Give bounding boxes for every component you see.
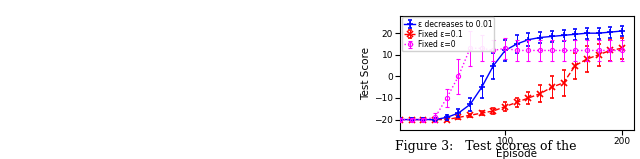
Y-axis label: Test Score: Test Score [361,47,371,100]
X-axis label: Episode: Episode [496,149,538,159]
Legend: ε decreases to 0.01, Fixed ε=0.1, Fixed ε=0: ε decreases to 0.01, Fixed ε=0.1, Fixed … [401,17,495,51]
Text: Figure 3:   Test scores of the: Figure 3: Test scores of the [395,140,577,153]
